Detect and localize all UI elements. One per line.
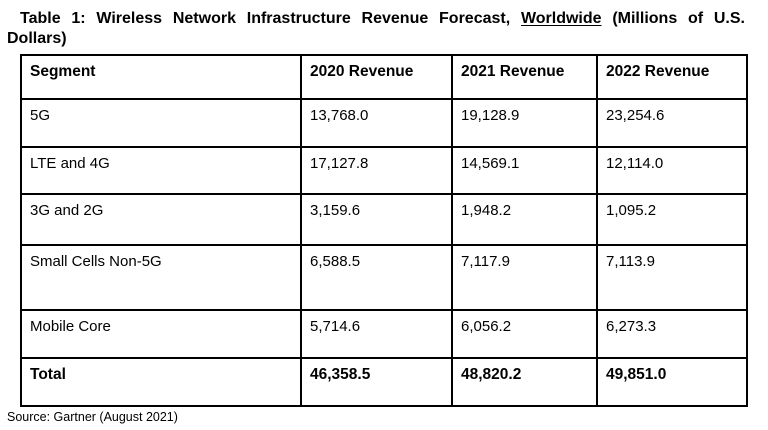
revenue-forecast-table: Segment 2020 Revenue 2021 Revenue 2022 R… (20, 54, 748, 407)
total-2022-cell: 49,851.0 (596, 357, 748, 407)
table-title-line1: Table 1: Wireless Network Infrastructure… (7, 10, 745, 28)
revenue-2020-cell: 3,159.6 (300, 193, 453, 246)
table-title: Table 1: Wireless Network Infrastructure… (7, 10, 745, 48)
table-row: LTE and 4G 17,127.8 14,569.1 12,114.0 (20, 146, 748, 195)
revenue-2021-cell: 14,569.1 (451, 146, 598, 195)
title-text-before: Table 1: Wireless Network Infrastructure… (20, 10, 511, 27)
revenue-2022-cell: 6,273.3 (596, 309, 748, 359)
revenue-2020-cell: 5,714.6 (300, 309, 453, 359)
revenue-2022-cell: 7,113.9 (596, 244, 748, 311)
table-row: Small Cells Non-5G 6,588.5 7,117.9 7,113… (20, 244, 748, 311)
table-title-line2: Dollars) (7, 30, 67, 47)
segment-cell: Mobile Core (20, 309, 302, 359)
revenue-2020-cell: 6,588.5 (300, 244, 453, 311)
total-2020-cell: 46,358.5 (300, 357, 453, 407)
table-row: 5G 13,768.0 19,128.9 23,254.6 (20, 98, 748, 148)
source-note: Source: Gartner (August 2021) (7, 410, 178, 424)
table-header-row: Segment 2020 Revenue 2021 Revenue 2022 R… (20, 54, 748, 100)
column-header-2020-revenue: 2020 Revenue (300, 54, 453, 100)
table-row: 3G and 2G 3,159.6 1,948.2 1,095.2 (20, 193, 748, 246)
worldwide-link[interactable]: Worldwide (520, 10, 602, 27)
table-row: Mobile Core 5,714.6 6,056.2 6,273.3 (20, 309, 748, 359)
revenue-2022-cell: 1,095.2 (596, 193, 748, 246)
column-header-2021-revenue: 2021 Revenue (451, 54, 598, 100)
revenue-2021-cell: 19,128.9 (451, 98, 598, 148)
revenue-2022-cell: 23,254.6 (596, 98, 748, 148)
segment-cell: 5G (20, 98, 302, 148)
total-label-cell: Total (20, 357, 302, 407)
revenue-2021-cell: 1,948.2 (451, 193, 598, 246)
revenue-2020-cell: 13,768.0 (300, 98, 453, 148)
column-header-2022-revenue: 2022 Revenue (596, 54, 748, 100)
total-2021-cell: 48,820.2 (451, 357, 598, 407)
column-header-segment: Segment (20, 54, 302, 100)
segment-cell: LTE and 4G (20, 146, 302, 195)
revenue-2021-cell: 6,056.2 (451, 309, 598, 359)
segment-cell: Small Cells Non-5G (20, 244, 302, 311)
segment-cell: 3G and 2G (20, 193, 302, 246)
title-text-after: (Millions of U.S. (612, 10, 745, 27)
revenue-2021-cell: 7,117.9 (451, 244, 598, 311)
revenue-2020-cell: 17,127.8 (300, 146, 453, 195)
revenue-2022-cell: 12,114.0 (596, 146, 748, 195)
table-total-row: Total 46,358.5 48,820.2 49,851.0 (20, 357, 748, 407)
